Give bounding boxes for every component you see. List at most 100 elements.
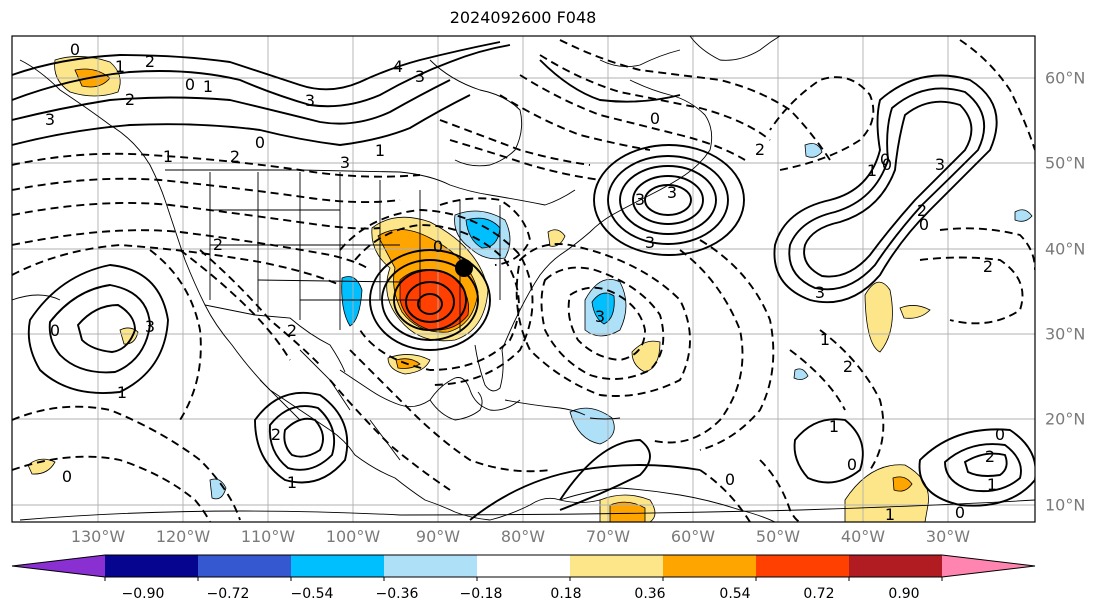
contour-dashed-7	[199, 249, 321, 366]
contour-dashed-5	[12, 244, 341, 286]
colorbar-segment	[849, 555, 943, 577]
contour-label: 3	[595, 307, 605, 326]
contour-label: 0	[62, 467, 72, 486]
contour-dashed-1	[12, 152, 421, 178]
shade-ne-negative	[804, 143, 823, 158]
contour-label: 3	[145, 317, 155, 336]
coast-labrador	[599, 49, 681, 68]
coast-south-america	[559, 487, 776, 522]
contour-ne-ring-3	[619, 165, 717, 235]
contour-se-ring-3	[963, 452, 1008, 477]
contour-dashed-east-2	[959, 39, 1035, 151]
contour-ne-ring-5	[644, 184, 692, 216]
colorbar-tick-label: −0.18	[459, 586, 503, 602]
contour-storm-ring-4	[405, 281, 455, 323]
contour-dashed-3	[12, 202, 381, 230]
map-frame-bg	[12, 36, 1035, 522]
coast-central-america	[454, 497, 601, 521]
contour-ne-ring-1	[593, 144, 745, 256]
contour-label: 2	[125, 90, 135, 109]
border-us-canada	[165, 169, 576, 206]
colorbar-segment	[291, 555, 385, 577]
lat-label: 30°N	[1045, 324, 1086, 344]
colorbar-segment	[942, 555, 1035, 577]
contour-se-ring-2	[944, 443, 1022, 493]
contour-dashed-pac-3	[149, 249, 202, 421]
contour-label: 0	[70, 40, 80, 59]
contour-label: 0	[995, 425, 1005, 444]
contour-pac-ring-2	[48, 284, 151, 374]
contour-dashed-east-3	[939, 227, 1035, 271]
contour-label: 2	[983, 257, 993, 276]
lon-label: 70°W	[585, 527, 631, 546]
colorbar-tick-label: 0.54	[719, 586, 751, 602]
colorbar-segment	[12, 555, 105, 577]
contour-label: 3	[415, 67, 425, 86]
contour-south-band	[559, 439, 651, 511]
contour-dashed-2	[12, 177, 401, 204]
contour-dashed-11	[499, 94, 651, 151]
contour-dashed-atl-3	[567, 286, 646, 361]
contour-label: 1	[987, 475, 997, 494]
shade-plains-negative	[341, 276, 363, 327]
shade-sc-negative	[793, 368, 809, 380]
contour-label: 0	[880, 150, 890, 169]
colorbar-tick-label: −0.54	[290, 586, 334, 602]
lat-label: 10°N	[1045, 495, 1086, 515]
contour-dashed-6	[179, 249, 291, 361]
contour-label: 0	[255, 133, 265, 152]
dashed-contours	[12, 39, 1035, 522]
colorbar-segment	[570, 555, 664, 577]
shade-mid-positive	[899, 305, 931, 319]
state-lines-2	[210, 209, 420, 301]
contour-label: 1	[820, 330, 830, 349]
coast-alaska-bc	[19, 59, 166, 201]
coast-florida	[474, 344, 504, 392]
zero-contour-2	[12, 294, 61, 301]
shade-greatlakes-negative-core	[465, 217, 501, 249]
contour-storm-ring-5	[417, 293, 443, 315]
colorbar-segment	[756, 555, 850, 577]
lon-label: 110°W	[240, 527, 296, 546]
shade-pac-south-positive	[27, 458, 56, 475]
contour-mex-ring-3	[283, 417, 324, 458]
contour-pac-ring-3	[76, 304, 136, 353]
colorbar-segment	[663, 555, 757, 577]
contour-label: 1	[829, 417, 839, 436]
lon-label: 50°W	[755, 527, 801, 546]
contour-dashed-9	[539, 54, 771, 141]
shaded-anomaly-layer	[27, 56, 1033, 522]
coast-gulf	[339, 369, 521, 411]
contour-label: 1	[115, 57, 125, 76]
contour-dashed-pac-1	[12, 405, 241, 521]
contour-label: 2	[230, 147, 240, 166]
contour-storm-ring-1	[369, 249, 491, 351]
contour-label: 1	[885, 505, 895, 524]
coast-mexico-west	[269, 389, 456, 513]
contour-upper-mid	[539, 59, 681, 103]
lon-label: 130°W	[70, 527, 126, 546]
contour-dashed-atl-2	[540, 266, 665, 380]
contour-label: 3	[645, 233, 655, 252]
contour-north-band-1	[12, 41, 501, 91]
contour-dashed-midlat-2	[449, 139, 601, 181]
contour-label: 2	[271, 425, 281, 444]
contour-label: 1	[203, 77, 213, 96]
contour-label: 0	[725, 470, 735, 489]
contour-mex-ring-2	[268, 405, 336, 471]
colorbar	[11, 554, 1036, 581]
shade-south-positive-core	[609, 501, 646, 522]
zero-contour-1	[19, 499, 1035, 521]
contour-label: 2	[917, 201, 927, 220]
shade-baja-negative	[209, 478, 227, 500]
contour-mex-ring-1	[254, 391, 349, 484]
lat-label: 60°N	[1045, 68, 1086, 88]
contour-sc-oval	[793, 418, 864, 484]
contour-dashed-10	[519, 74, 746, 161]
lon-label: 90°W	[415, 527, 461, 546]
contour-dashed-storm-2	[339, 209, 534, 386]
lat-label: 40°N	[1045, 239, 1086, 259]
storm-center-marker[interactable]	[455, 259, 473, 277]
coast-cuba	[504, 399, 586, 416]
